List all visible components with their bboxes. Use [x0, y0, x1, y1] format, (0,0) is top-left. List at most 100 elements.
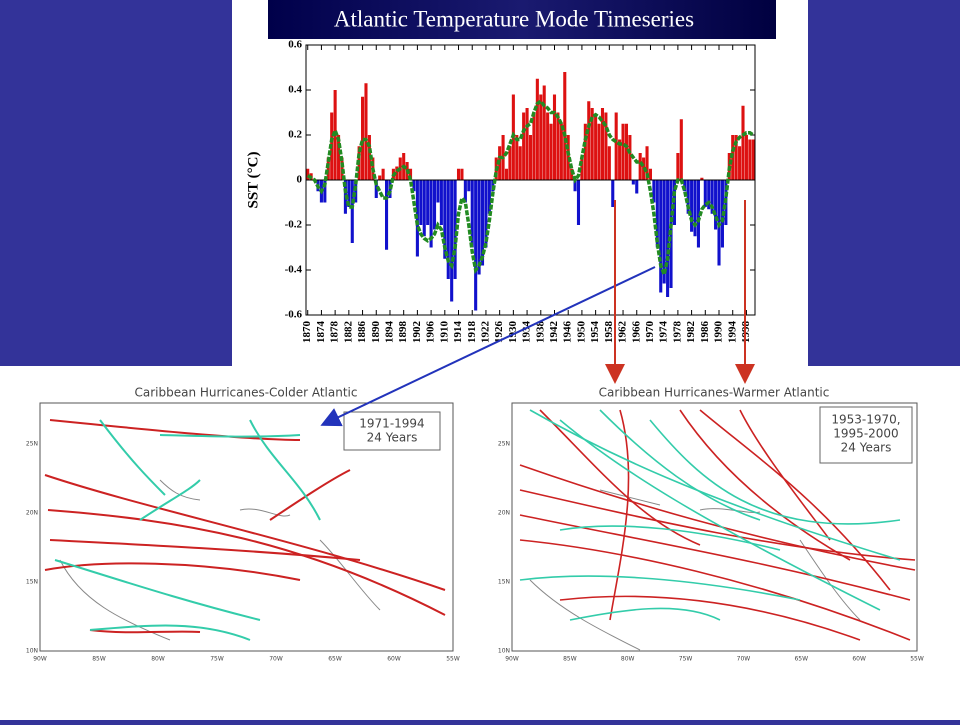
coastline	[59, 479, 381, 641]
x-tick-label: 1874	[315, 321, 327, 344]
lat-label: 20N	[26, 510, 38, 517]
x-tick-label: 1938	[534, 321, 546, 344]
bar	[573, 180, 577, 192]
bar	[707, 180, 711, 210]
bar	[337, 135, 341, 180]
x-tick-label: 1922	[479, 321, 491, 344]
bar	[741, 105, 745, 180]
track	[269, 469, 351, 521]
lon-label: 90W	[33, 656, 47, 663]
bar	[624, 123, 629, 180]
bar	[542, 85, 546, 180]
bar	[518, 146, 522, 180]
lat-label: 25N	[498, 441, 510, 448]
bar	[450, 180, 454, 302]
bar	[364, 83, 368, 180]
bar	[700, 177, 704, 180]
bar	[480, 180, 485, 266]
map-title: Caribbean Hurricanes-Warmer Atlantic	[599, 386, 830, 400]
track	[49, 419, 301, 441]
y-tick-label: 0.4	[288, 84, 302, 96]
map-left	[39, 402, 454, 652]
track	[679, 409, 851, 561]
bar	[408, 168, 413, 180]
title-bar	[268, 0, 776, 39]
y-axis-label: SST (°C)	[245, 152, 261, 209]
bar	[535, 78, 539, 180]
pointer-arrow	[320, 266, 656, 427]
x-tick-label: 1894	[384, 321, 396, 344]
track	[99, 419, 166, 496]
inset-box	[343, 411, 441, 451]
bar	[666, 180, 670, 297]
bar	[614, 112, 618, 180]
bar	[484, 180, 488, 248]
bar	[635, 180, 639, 194]
track	[569, 607, 721, 621]
bar	[419, 180, 423, 225]
x-tick-label: 1906	[425, 321, 437, 344]
bar	[347, 180, 351, 207]
bar	[552, 94, 557, 180]
y-tick-label: -0.2	[285, 219, 303, 231]
map-inset-text: 1995-2000	[833, 427, 898, 441]
bar	[460, 168, 464, 180]
x-tick-label: 1954	[589, 321, 601, 344]
track	[89, 624, 251, 641]
track	[519, 575, 801, 601]
inset-box	[819, 406, 913, 464]
bar	[703, 180, 707, 207]
bar	[463, 180, 467, 203]
lat-label: 15N	[26, 579, 38, 586]
x-tick-label: 1942	[548, 321, 560, 344]
lon-label: 85W	[92, 656, 106, 663]
y-tick-label: 0	[297, 174, 303, 186]
lon-label: 80W	[151, 656, 165, 663]
map-title: Caribbean Hurricanes-Colder Atlantic	[135, 386, 358, 400]
bar	[710, 180, 714, 214]
bar	[648, 168, 653, 180]
bar	[522, 112, 526, 180]
lon-label: 65W	[794, 656, 808, 663]
track	[54, 559, 261, 621]
track	[519, 514, 911, 601]
plot-frame	[305, 44, 756, 316]
bar	[350, 180, 354, 243]
bar	[748, 139, 752, 180]
bar	[412, 180, 416, 192]
lat-label: 25N	[26, 441, 38, 448]
track	[519, 539, 911, 641]
track	[739, 409, 831, 541]
bar	[467, 180, 471, 192]
x-tick-label: 1986	[699, 321, 711, 344]
track	[599, 409, 761, 521]
track	[699, 409, 891, 591]
map-frame	[39, 402, 454, 652]
bar	[638, 153, 642, 180]
bar	[618, 139, 622, 180]
bar	[734, 135, 738, 180]
bar	[443, 180, 447, 259]
bar	[628, 135, 632, 180]
lat-label: 15N	[498, 579, 510, 586]
map-right	[511, 402, 918, 652]
y-tick-label: 0.2	[288, 129, 302, 141]
track	[89, 629, 201, 634]
bar	[361, 96, 365, 180]
bar	[532, 112, 536, 180]
lon-label: 90W	[505, 656, 519, 663]
track	[159, 434, 301, 438]
bar	[714, 180, 718, 230]
x-tick-label: 1934	[521, 321, 533, 344]
bar	[439, 180, 443, 225]
track	[559, 595, 861, 641]
lon-label: 70W	[737, 656, 751, 663]
map-inset-text: 24 Years	[841, 441, 892, 455]
lon-label: 75W	[679, 656, 693, 663]
bar	[323, 180, 327, 203]
x-tick-label: 1970	[644, 321, 656, 344]
y-tick-label: -0.4	[285, 264, 303, 276]
lon-label: 65W	[328, 656, 342, 663]
x-tick-label: 1974	[658, 321, 670, 344]
